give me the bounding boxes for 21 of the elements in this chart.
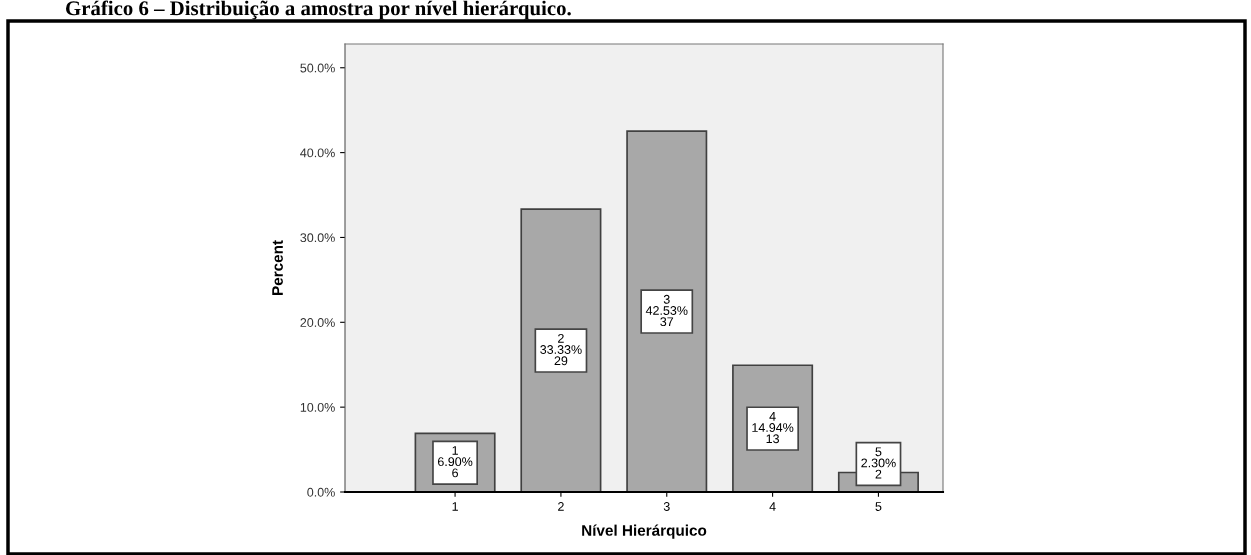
x-tick-label: 2: [558, 502, 564, 511]
data-label: 3 42.53% 37: [645, 294, 688, 327]
x-tick-label: 3: [663, 502, 670, 511]
x-tick-label: 1: [452, 502, 458, 511]
y-tick-label: 40.0%: [300, 148, 335, 158]
y-tick-label: 50.0%: [300, 63, 335, 73]
x-tick-label: 5: [875, 502, 882, 511]
y-tick-label: 20.0%: [300, 318, 335, 327]
chart-title: Gráfico 6 – Distribuição a amostra por nível hierárquico.: [66, 0, 571, 20]
bar: [520, 208, 602, 492]
y-axis-title: Percent: [272, 240, 283, 295]
data-label: 1 6.90% 6: [437, 446, 473, 478]
data-label: 4 14.94% 13: [752, 412, 794, 444]
data-label: 2 33.33% 29: [540, 333, 582, 366]
y-tick-label: 30.0%: [300, 233, 335, 243]
y-tick-label: 0.0%: [307, 487, 335, 497]
bar: [626, 130, 708, 492]
x-tick-label: 4: [769, 502, 776, 511]
data-label: 5 2.30% 2: [861, 447, 896, 479]
x-axis-title: Nível Hierárquico: [582, 524, 707, 539]
y-tick-label: 10.0%: [300, 402, 335, 412]
